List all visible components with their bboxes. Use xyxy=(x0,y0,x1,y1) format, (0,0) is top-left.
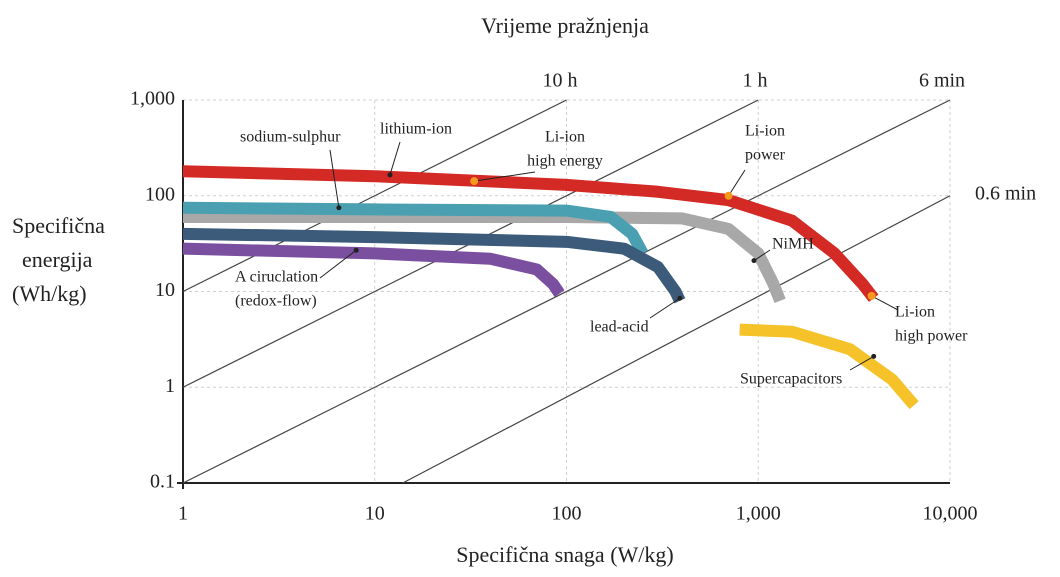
annotation-label: Li-ion xyxy=(545,129,585,146)
annotation-point xyxy=(353,247,359,253)
time-line-label: 6 min xyxy=(919,70,965,92)
y-tick-label: 1 xyxy=(165,375,175,397)
x-tick-label: 10,000 xyxy=(923,503,978,525)
annotation-label: lead-acid xyxy=(590,319,649,336)
annotation-point xyxy=(387,172,393,178)
time-line xyxy=(182,99,951,484)
annotation-label: A ciruclation xyxy=(235,269,318,286)
annotation-label: high power xyxy=(895,328,968,345)
annotation-label: Supercapacitors xyxy=(740,371,842,388)
x-tick-label: 100 xyxy=(552,503,582,525)
y-tick-label: 1,000 xyxy=(130,88,175,110)
annotation-point xyxy=(867,291,876,300)
annotation-label: Li-ion xyxy=(745,123,785,140)
annotation-leader xyxy=(649,297,681,319)
annotation-point xyxy=(871,353,877,359)
series-curve xyxy=(182,201,649,257)
annotation-leader xyxy=(319,249,357,279)
series-curve xyxy=(183,210,786,303)
annotation-leader xyxy=(728,169,746,197)
y-axis-label: energija xyxy=(22,247,93,272)
annotation-label: power xyxy=(745,147,786,164)
chart-title: Vrijeme pražnjenja xyxy=(481,13,649,38)
annotation-leader xyxy=(389,141,401,176)
annotation-label: NiMH xyxy=(772,236,814,253)
time-line-label: 0.6 min xyxy=(975,183,1036,205)
annotation-label: lithium-ion xyxy=(380,121,452,138)
annotation-point xyxy=(677,295,683,301)
y-tick-label: 0.1 xyxy=(150,471,175,493)
annotation-point xyxy=(470,177,479,186)
y-axis-label: (Wh/kg) xyxy=(12,281,87,306)
time-line-label: 10 h xyxy=(543,70,578,92)
annotation-leader xyxy=(329,149,340,208)
annotation-point xyxy=(724,191,733,200)
annotation-label: Li-ion xyxy=(895,304,935,321)
annotation-label: high energy xyxy=(527,153,603,170)
annotation-point xyxy=(336,205,342,211)
y-axis-label: Specifična xyxy=(12,213,105,238)
y-tick-label: 100 xyxy=(145,183,175,205)
time-line xyxy=(402,195,951,484)
annotation-point xyxy=(751,258,757,264)
series-curve xyxy=(182,227,686,304)
y-tick-label: 10 xyxy=(155,279,175,301)
x-tick-label: 1,000 xyxy=(736,503,781,525)
series-curve xyxy=(739,323,919,410)
annotation-leader xyxy=(753,249,771,262)
time-line-label: 1 h xyxy=(743,70,768,92)
annotation-leader xyxy=(849,355,874,371)
annotation-label: sodium-sulphur xyxy=(240,129,341,146)
annotation-leader xyxy=(871,295,899,311)
series-curve xyxy=(182,165,879,302)
series-curve xyxy=(182,242,565,298)
annotation-label: (redox-flow) xyxy=(235,293,317,310)
x-tick-label: 10 xyxy=(365,503,385,525)
annotation-leader xyxy=(474,171,536,182)
x-axis-label: Specifična snaga (W/kg) xyxy=(456,542,673,567)
time-line xyxy=(182,99,567,293)
x-tick-label: 1 xyxy=(178,503,188,525)
